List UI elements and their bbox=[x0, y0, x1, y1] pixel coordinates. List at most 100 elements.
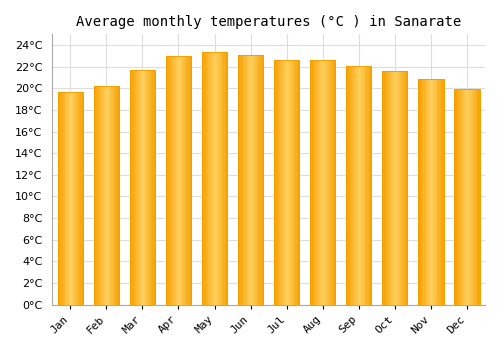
Bar bbox=[328, 60, 329, 304]
Bar bbox=[454, 90, 479, 304]
Bar bbox=[400, 71, 401, 304]
Bar bbox=[66, 92, 68, 304]
Bar bbox=[382, 71, 407, 304]
Bar bbox=[177, 56, 178, 304]
Bar bbox=[180, 56, 181, 304]
Bar bbox=[368, 66, 369, 304]
Bar bbox=[324, 60, 325, 304]
Bar bbox=[257, 55, 258, 304]
Bar bbox=[181, 56, 182, 304]
Bar bbox=[286, 60, 288, 304]
Bar bbox=[290, 60, 292, 304]
Bar bbox=[190, 56, 191, 304]
Bar bbox=[253, 55, 254, 304]
Bar bbox=[426, 79, 427, 304]
Bar bbox=[437, 79, 438, 304]
Bar bbox=[395, 71, 396, 304]
Bar bbox=[462, 90, 463, 304]
Bar bbox=[202, 52, 227, 304]
Bar bbox=[94, 86, 119, 304]
Bar bbox=[298, 60, 300, 304]
Bar bbox=[310, 60, 312, 304]
Bar bbox=[326, 60, 328, 304]
Bar bbox=[424, 79, 426, 304]
Bar bbox=[457, 90, 458, 304]
Bar bbox=[430, 79, 431, 304]
Bar bbox=[238, 55, 263, 304]
Bar bbox=[315, 60, 316, 304]
Bar bbox=[166, 56, 191, 304]
Bar bbox=[73, 92, 74, 304]
Bar bbox=[365, 66, 366, 304]
Bar bbox=[333, 60, 334, 304]
Bar bbox=[148, 70, 150, 304]
Bar bbox=[146, 70, 148, 304]
Bar bbox=[320, 60, 322, 304]
Bar bbox=[254, 55, 256, 304]
Bar bbox=[70, 92, 72, 304]
Bar bbox=[186, 56, 188, 304]
Bar bbox=[468, 90, 469, 304]
Bar bbox=[96, 86, 98, 304]
Bar bbox=[436, 79, 437, 304]
Bar bbox=[458, 90, 460, 304]
Bar bbox=[102, 86, 104, 304]
Bar bbox=[405, 71, 406, 304]
Bar bbox=[382, 71, 384, 304]
Bar bbox=[258, 55, 260, 304]
Bar bbox=[421, 79, 422, 304]
Bar bbox=[168, 56, 170, 304]
Bar bbox=[358, 66, 359, 304]
Bar bbox=[256, 55, 257, 304]
Bar bbox=[115, 86, 116, 304]
Title: Average monthly temperatures (°C ) in Sanarate: Average monthly temperatures (°C ) in Sa… bbox=[76, 15, 461, 29]
Bar bbox=[74, 92, 76, 304]
Bar bbox=[76, 92, 78, 304]
Bar bbox=[166, 56, 167, 304]
Bar bbox=[352, 66, 354, 304]
Bar bbox=[247, 55, 248, 304]
Bar bbox=[58, 92, 59, 304]
Bar bbox=[401, 71, 402, 304]
Bar bbox=[274, 60, 276, 304]
Bar bbox=[314, 60, 315, 304]
Bar bbox=[322, 60, 324, 304]
Bar bbox=[224, 52, 226, 304]
Bar bbox=[130, 70, 155, 304]
Bar bbox=[369, 66, 370, 304]
Bar bbox=[318, 60, 319, 304]
Bar bbox=[140, 70, 141, 304]
Bar bbox=[221, 52, 222, 304]
Bar bbox=[442, 79, 444, 304]
Bar bbox=[402, 71, 404, 304]
Bar bbox=[396, 71, 398, 304]
Bar bbox=[105, 86, 106, 304]
Bar bbox=[474, 90, 476, 304]
Bar bbox=[171, 56, 172, 304]
Bar bbox=[346, 66, 348, 304]
Bar bbox=[292, 60, 293, 304]
Bar bbox=[392, 71, 394, 304]
Bar bbox=[100, 86, 102, 304]
Bar bbox=[356, 66, 358, 304]
Bar bbox=[420, 79, 421, 304]
Bar bbox=[454, 90, 456, 304]
Bar bbox=[464, 90, 466, 304]
Bar bbox=[476, 90, 477, 304]
Bar bbox=[94, 86, 95, 304]
Bar bbox=[170, 56, 171, 304]
Bar bbox=[260, 55, 262, 304]
Bar bbox=[109, 86, 110, 304]
Bar bbox=[274, 60, 299, 304]
Bar bbox=[203, 52, 204, 304]
Bar bbox=[132, 70, 134, 304]
Bar bbox=[62, 92, 64, 304]
Bar bbox=[116, 86, 117, 304]
Bar bbox=[141, 70, 142, 304]
Bar bbox=[360, 66, 362, 304]
Bar bbox=[427, 79, 428, 304]
Bar bbox=[456, 90, 457, 304]
Bar bbox=[472, 90, 474, 304]
Bar bbox=[135, 70, 136, 304]
Bar bbox=[64, 92, 65, 304]
